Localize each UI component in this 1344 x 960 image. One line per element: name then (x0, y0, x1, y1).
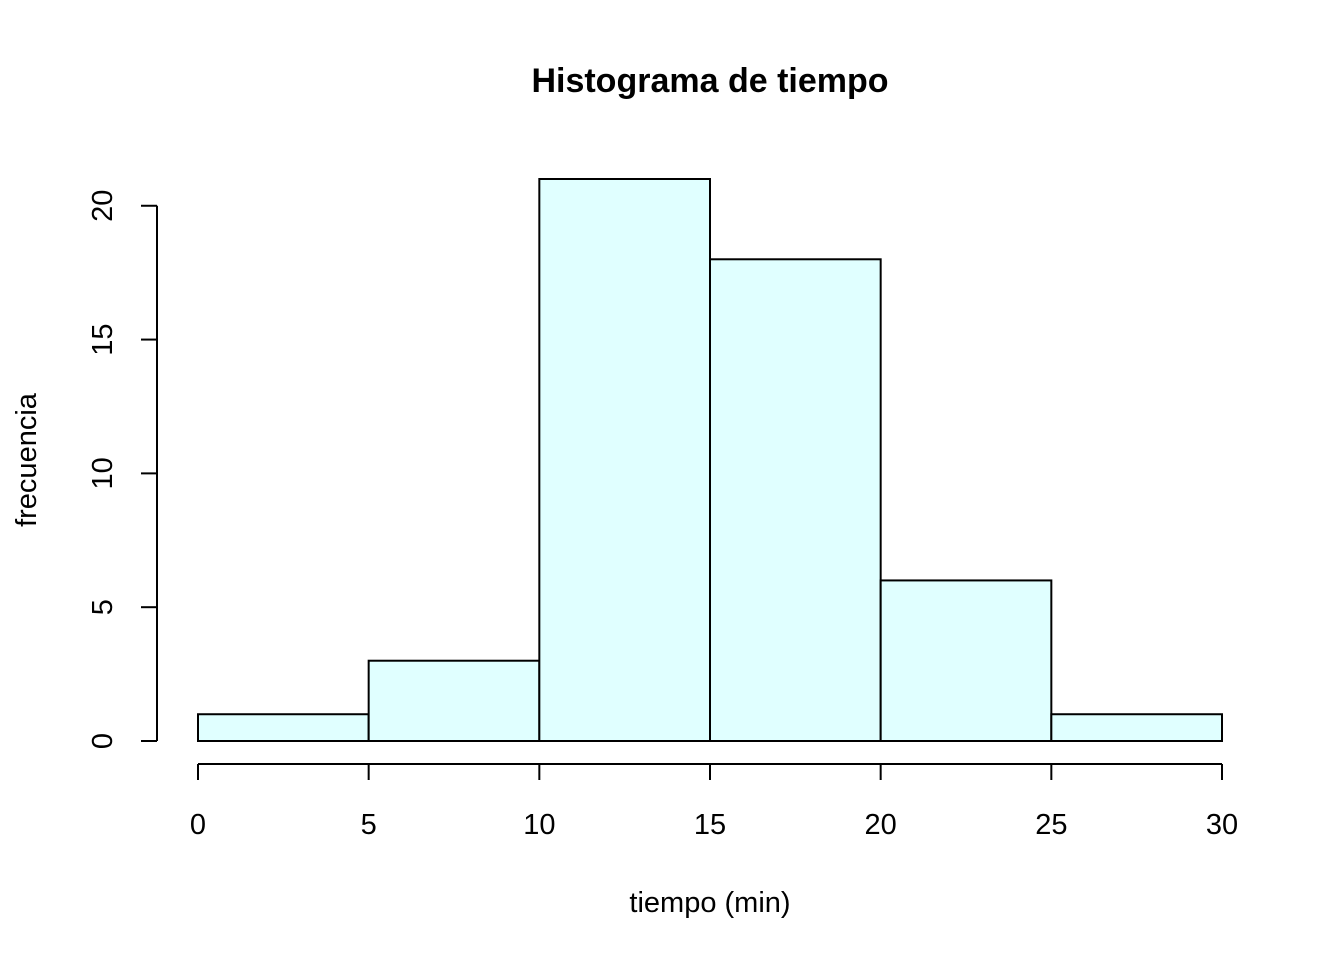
x-axis: 0 5 10 15 20 25 30 (190, 763, 1238, 841)
y-tick-label-3: 15 (87, 323, 119, 355)
histogram-bar-4 (879, 579, 1053, 743)
y-tick-label-2: 10 (87, 457, 119, 489)
x-tick-label-4: 20 (865, 809, 897, 841)
x-tick-label-3: 15 (694, 809, 726, 841)
x-tick-label-5: 25 (1035, 809, 1067, 841)
x-tick-label-2: 10 (523, 809, 555, 841)
histogram-bar-2 (538, 178, 711, 742)
x-tick-label-1: 5 (361, 809, 377, 841)
x-tick-label-0: 0 (190, 809, 206, 841)
chart-title: Histograma de tiempo (531, 62, 888, 100)
y-tick-label-4: 20 (87, 190, 119, 222)
y-tick-label-0: 0 (87, 733, 119, 749)
histogram-bar-0 (197, 713, 370, 743)
y-axis-label: frecuencia (11, 392, 43, 527)
x-tick-label-6: 30 (1206, 809, 1238, 841)
y-tick-label-1: 5 (87, 599, 119, 615)
histogram-bar-3 (709, 258, 882, 742)
x-axis-label: tiempo (min) (629, 887, 790, 919)
y-axis: 0 5 10 15 20 (87, 190, 158, 749)
histogram-bar-1 (367, 659, 541, 743)
histogram-bar-5 (1050, 713, 1224, 743)
bars-group (197, 178, 1224, 743)
